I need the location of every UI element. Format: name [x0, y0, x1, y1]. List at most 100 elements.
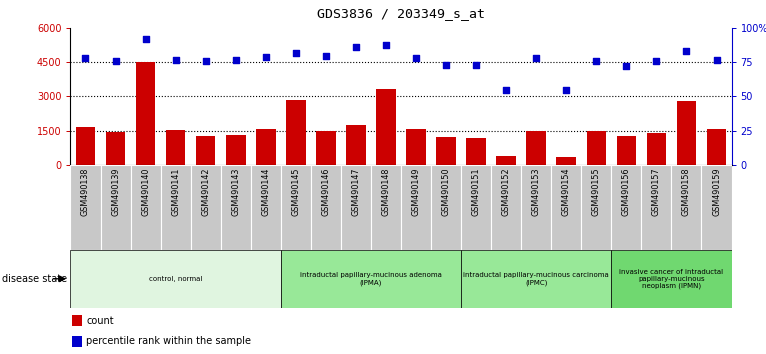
Bar [73, 336, 83, 347]
Bar [491, 165, 521, 250]
Point [200, 58, 212, 64]
Bar [76, 127, 95, 165]
Text: GSM490146: GSM490146 [322, 167, 330, 216]
Point [139, 36, 152, 42]
Bar [226, 135, 245, 165]
Text: GSM490153: GSM490153 [532, 167, 541, 216]
Point [470, 62, 483, 68]
Bar [196, 136, 215, 165]
Text: count: count [87, 316, 114, 326]
Bar [73, 315, 83, 326]
Point [319, 53, 332, 58]
Bar [406, 129, 426, 165]
Bar [106, 132, 126, 165]
Bar [70, 165, 100, 250]
Bar [136, 62, 155, 165]
Bar [311, 165, 341, 250]
Bar [641, 165, 672, 250]
Text: GSM490141: GSM490141 [171, 167, 180, 216]
Text: GSM490145: GSM490145 [291, 167, 300, 216]
Point [440, 62, 452, 68]
Text: GSM490149: GSM490149 [411, 167, 421, 216]
Text: GSM490156: GSM490156 [622, 167, 631, 216]
Text: GSM490143: GSM490143 [231, 167, 241, 216]
Bar [496, 156, 516, 165]
Text: intraductal papillary-mucinous adenoma
(IPMA): intraductal papillary-mucinous adenoma (… [300, 272, 442, 286]
Bar [466, 138, 486, 165]
Text: disease state: disease state [2, 274, 67, 284]
Bar [341, 165, 371, 250]
Bar [281, 250, 461, 308]
Text: GSM490139: GSM490139 [111, 167, 120, 216]
Text: GSM490144: GSM490144 [261, 167, 270, 216]
Bar [676, 101, 696, 165]
Text: GSM490147: GSM490147 [352, 167, 361, 216]
Bar [461, 250, 611, 308]
Text: intraductal papillary-mucinous carcinoma
(IPMC): intraductal papillary-mucinous carcinoma… [463, 272, 609, 286]
Point [410, 56, 422, 61]
Text: GSM490151: GSM490151 [472, 167, 480, 216]
Bar [166, 130, 185, 165]
Point [500, 87, 512, 92]
Text: GSM490155: GSM490155 [592, 167, 601, 216]
Point [350, 45, 362, 50]
Bar [401, 165, 431, 250]
Text: invasive cancer of intraductal
papillary-mucinous
neoplasm (IPMN): invasive cancer of intraductal papillary… [620, 269, 724, 289]
Text: percentile rank within the sample: percentile rank within the sample [87, 336, 251, 346]
Point [380, 42, 392, 47]
Bar [437, 137, 456, 165]
Bar [371, 165, 401, 250]
Bar [130, 165, 161, 250]
Text: GSM490152: GSM490152 [502, 167, 511, 216]
Point [530, 56, 542, 61]
Point [680, 48, 692, 54]
Text: GSM490140: GSM490140 [141, 167, 150, 216]
Text: GSM490159: GSM490159 [712, 167, 721, 216]
Point [169, 57, 182, 63]
Text: GSM490154: GSM490154 [561, 167, 571, 216]
Text: GSM490142: GSM490142 [201, 167, 210, 216]
Bar [647, 133, 666, 165]
Text: GSM490148: GSM490148 [381, 167, 391, 216]
Bar [316, 131, 336, 165]
Bar [281, 165, 311, 250]
Point [620, 64, 633, 69]
Point [260, 54, 272, 60]
Bar [161, 165, 191, 250]
Bar [611, 250, 732, 308]
Text: GDS3836 / 203349_s_at: GDS3836 / 203349_s_at [317, 7, 485, 20]
Bar [611, 165, 641, 250]
Text: GSM490158: GSM490158 [682, 167, 691, 216]
Bar [521, 165, 552, 250]
Bar [707, 129, 726, 165]
Point [650, 58, 663, 64]
Bar [431, 165, 461, 250]
Bar [376, 88, 396, 165]
Bar [557, 157, 576, 165]
Point [560, 87, 572, 92]
Bar [672, 165, 702, 250]
Point [590, 58, 602, 64]
Bar [461, 165, 491, 250]
Bar [250, 165, 281, 250]
Bar [286, 100, 306, 165]
Point [710, 57, 722, 63]
Bar [526, 131, 546, 165]
Bar [256, 129, 276, 165]
Text: GSM490157: GSM490157 [652, 167, 661, 216]
Bar [100, 165, 130, 250]
Bar [702, 165, 732, 250]
Bar [191, 165, 221, 250]
Bar [552, 165, 581, 250]
Point [110, 58, 122, 64]
Bar [70, 250, 281, 308]
Point [230, 57, 242, 63]
Bar [617, 136, 636, 165]
Text: control, normal: control, normal [149, 276, 202, 282]
Text: GSM490138: GSM490138 [81, 167, 90, 216]
Bar [346, 125, 365, 165]
Text: GSM490150: GSM490150 [441, 167, 450, 216]
Bar [221, 165, 250, 250]
Point [290, 50, 302, 56]
Bar [581, 165, 611, 250]
